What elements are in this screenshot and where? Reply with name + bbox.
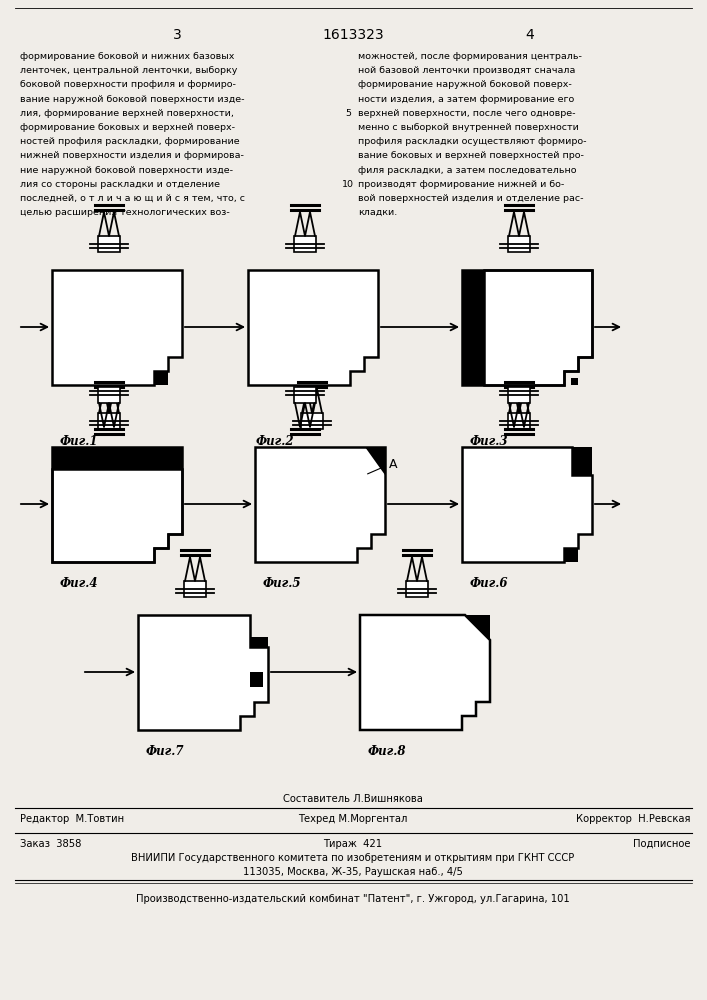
- Text: Фиг.4: Фиг.4: [60, 577, 98, 590]
- Text: лия со стороны раскладки и отделение: лия со стороны раскладки и отделение: [20, 180, 220, 189]
- Bar: [98, 413, 120, 429]
- Text: ностей профиля раскладки, формирование: ностей профиля раскладки, формирование: [20, 137, 240, 146]
- Text: производят формирование нижней и бо-: производят формирование нижней и бо-: [358, 180, 564, 189]
- Text: профиля раскладки осуществляют формиро-: профиля раскладки осуществляют формиро-: [358, 137, 587, 146]
- Text: ВНИИПИ Государственного комитета по изобретениям и открытиям при ГКНТ СССР: ВНИИПИ Государственного комитета по изоб…: [132, 853, 575, 863]
- Text: A: A: [389, 458, 397, 472]
- Text: формирование боковой и нижних базовых: формирование боковой и нижних базовых: [20, 52, 235, 61]
- Text: можностей, после формирования централь-: можностей, после формирования централь-: [358, 52, 582, 61]
- Polygon shape: [365, 447, 385, 475]
- Text: 10: 10: [342, 180, 354, 189]
- Polygon shape: [255, 447, 385, 562]
- Text: вание боковых и верхней поверхностей про-: вание боковых и верхней поверхностей про…: [358, 151, 584, 160]
- Text: ной базовой ленточки производят сначала: ной базовой ленточки производят сначала: [358, 66, 575, 75]
- Text: формирование боковых и верхней поверх-: формирование боковых и верхней поверх-: [20, 123, 235, 132]
- Text: формирование наружной боковой поверх-: формирование наружной боковой поверх-: [358, 80, 572, 89]
- Text: Фиг.3: Фиг.3: [470, 435, 508, 448]
- Polygon shape: [154, 371, 168, 385]
- Text: вой поверхностей изделия и отделение рас-: вой поверхностей изделия и отделение рас…: [358, 194, 583, 203]
- Text: Фиг.6: Фиг.6: [470, 577, 508, 590]
- Text: Составитель Л.Вишнякова: Составитель Л.Вишнякова: [283, 794, 423, 804]
- Bar: [508, 413, 530, 429]
- Text: Производственно-издательский комбинат "Патент", г. Ужгород, ул.Гагарина, 101: Производственно-издательский комбинат "П…: [136, 894, 570, 904]
- Polygon shape: [138, 615, 268, 730]
- Bar: [294, 236, 316, 252]
- Bar: [508, 387, 530, 403]
- Polygon shape: [52, 469, 182, 562]
- Text: лия, формирование верхней поверхности,: лия, формирование верхней поверхности,: [20, 109, 234, 118]
- Text: Техред М.Моргентал: Техред М.Моргентал: [298, 814, 408, 824]
- Text: вание наружной боковой поверхности изде-: вание наружной боковой поверхности изде-: [20, 95, 245, 104]
- Bar: [98, 236, 120, 252]
- Text: нижней поверхности изделия и формирова-: нижней поверхности изделия и формирова-: [20, 151, 244, 160]
- Text: боковой поверхности профиля и формиро-: боковой поверхности профиля и формиро-: [20, 80, 236, 89]
- Text: Фиг.7: Фиг.7: [146, 745, 185, 758]
- Text: 3: 3: [173, 28, 182, 42]
- Text: Корректор  Н.Ревская: Корректор Н.Ревская: [575, 814, 690, 824]
- Text: Фиг.1: Фиг.1: [60, 435, 98, 448]
- Polygon shape: [248, 270, 378, 385]
- Polygon shape: [462, 270, 484, 385]
- Text: Фиг.8: Фиг.8: [368, 745, 407, 758]
- Polygon shape: [564, 548, 578, 562]
- Polygon shape: [465, 615, 490, 640]
- Text: Фиг.2: Фиг.2: [256, 435, 295, 448]
- Text: Редактор  М.Товтин: Редактор М.Товтин: [20, 814, 124, 824]
- Text: менно с выборкой внутренней поверхности: менно с выборкой внутренней поверхности: [358, 123, 579, 132]
- Text: Заказ  3858: Заказ 3858: [20, 839, 81, 849]
- Text: Фиг.5: Фиг.5: [263, 577, 301, 590]
- Polygon shape: [360, 615, 490, 730]
- Text: целью расширения технологических воз-: целью расширения технологических воз-: [20, 208, 230, 217]
- Bar: [301, 413, 323, 429]
- Polygon shape: [572, 447, 592, 475]
- Bar: [294, 387, 316, 403]
- Text: филя раскладки, а затем последовательно: филя раскладки, а затем последовательно: [358, 166, 576, 175]
- Text: 4: 4: [525, 28, 534, 42]
- Bar: [184, 581, 206, 597]
- Polygon shape: [484, 270, 592, 385]
- Text: верхней поверхности, после чего одновре-: верхней поверхности, после чего одновре-: [358, 109, 575, 118]
- Text: ности изделия, а затем формирование его: ности изделия, а затем формирование его: [358, 95, 574, 104]
- Text: ние наружной боковой поверхности изде-: ние наружной боковой поверхности изде-: [20, 166, 233, 175]
- Text: 5: 5: [345, 109, 351, 118]
- Text: Подписное: Подписное: [633, 839, 690, 849]
- Polygon shape: [52, 447, 182, 469]
- Polygon shape: [462, 447, 592, 562]
- Polygon shape: [571, 378, 578, 385]
- Text: 1613323: 1613323: [322, 28, 384, 42]
- Bar: [98, 387, 120, 403]
- Polygon shape: [250, 637, 268, 687]
- Text: ленточек, центральной ленточки, выборку: ленточек, центральной ленточки, выборку: [20, 66, 238, 75]
- Text: Тираж  421: Тираж 421: [323, 839, 382, 849]
- Polygon shape: [52, 270, 182, 385]
- Text: последней, о т л и ч а ю щ и й с я тем, что, с: последней, о т л и ч а ю щ и й с я тем, …: [20, 194, 245, 203]
- Text: 113035, Москва, Ж-35, Раушская наб., 4/5: 113035, Москва, Ж-35, Раушская наб., 4/5: [243, 867, 463, 877]
- Text: кладки.: кладки.: [358, 208, 397, 217]
- Bar: [508, 236, 530, 252]
- Bar: [406, 581, 428, 597]
